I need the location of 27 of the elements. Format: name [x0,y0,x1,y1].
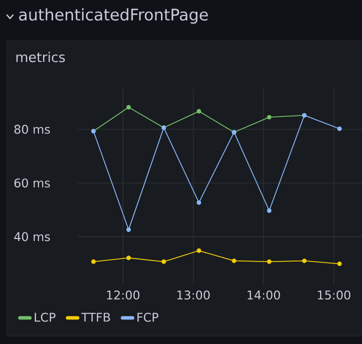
point [266,114,272,120]
y-tick-label: 80 ms [14,124,50,134]
point [196,200,202,205]
point [266,208,272,213]
x-tick-label: 14:00 [248,290,280,300]
x-tick-label: 13:00 [177,290,210,300]
point [302,258,307,264]
legend-label: FCP [137,312,158,322]
y-tick-label: 60 ms [14,178,50,188]
chart-subtitle: metrics [16,52,65,62]
point [196,248,202,253]
point [162,259,166,264]
legend-label: TTFB [81,312,110,322]
y-tick-label: 40 ms [14,232,50,242]
point [337,126,342,131]
point [126,256,131,260]
point [266,259,272,264]
x-tick-label: 12:00 [107,290,140,300]
legend-label: LCP [34,312,56,322]
point [232,258,236,264]
x-tick-label: 15:00 [318,290,350,300]
chart-title: authenticatedFrontPage [19,8,208,24]
point [126,105,131,110]
point [337,262,342,266]
point [126,227,131,232]
point [91,259,96,264]
point [196,109,202,114]
